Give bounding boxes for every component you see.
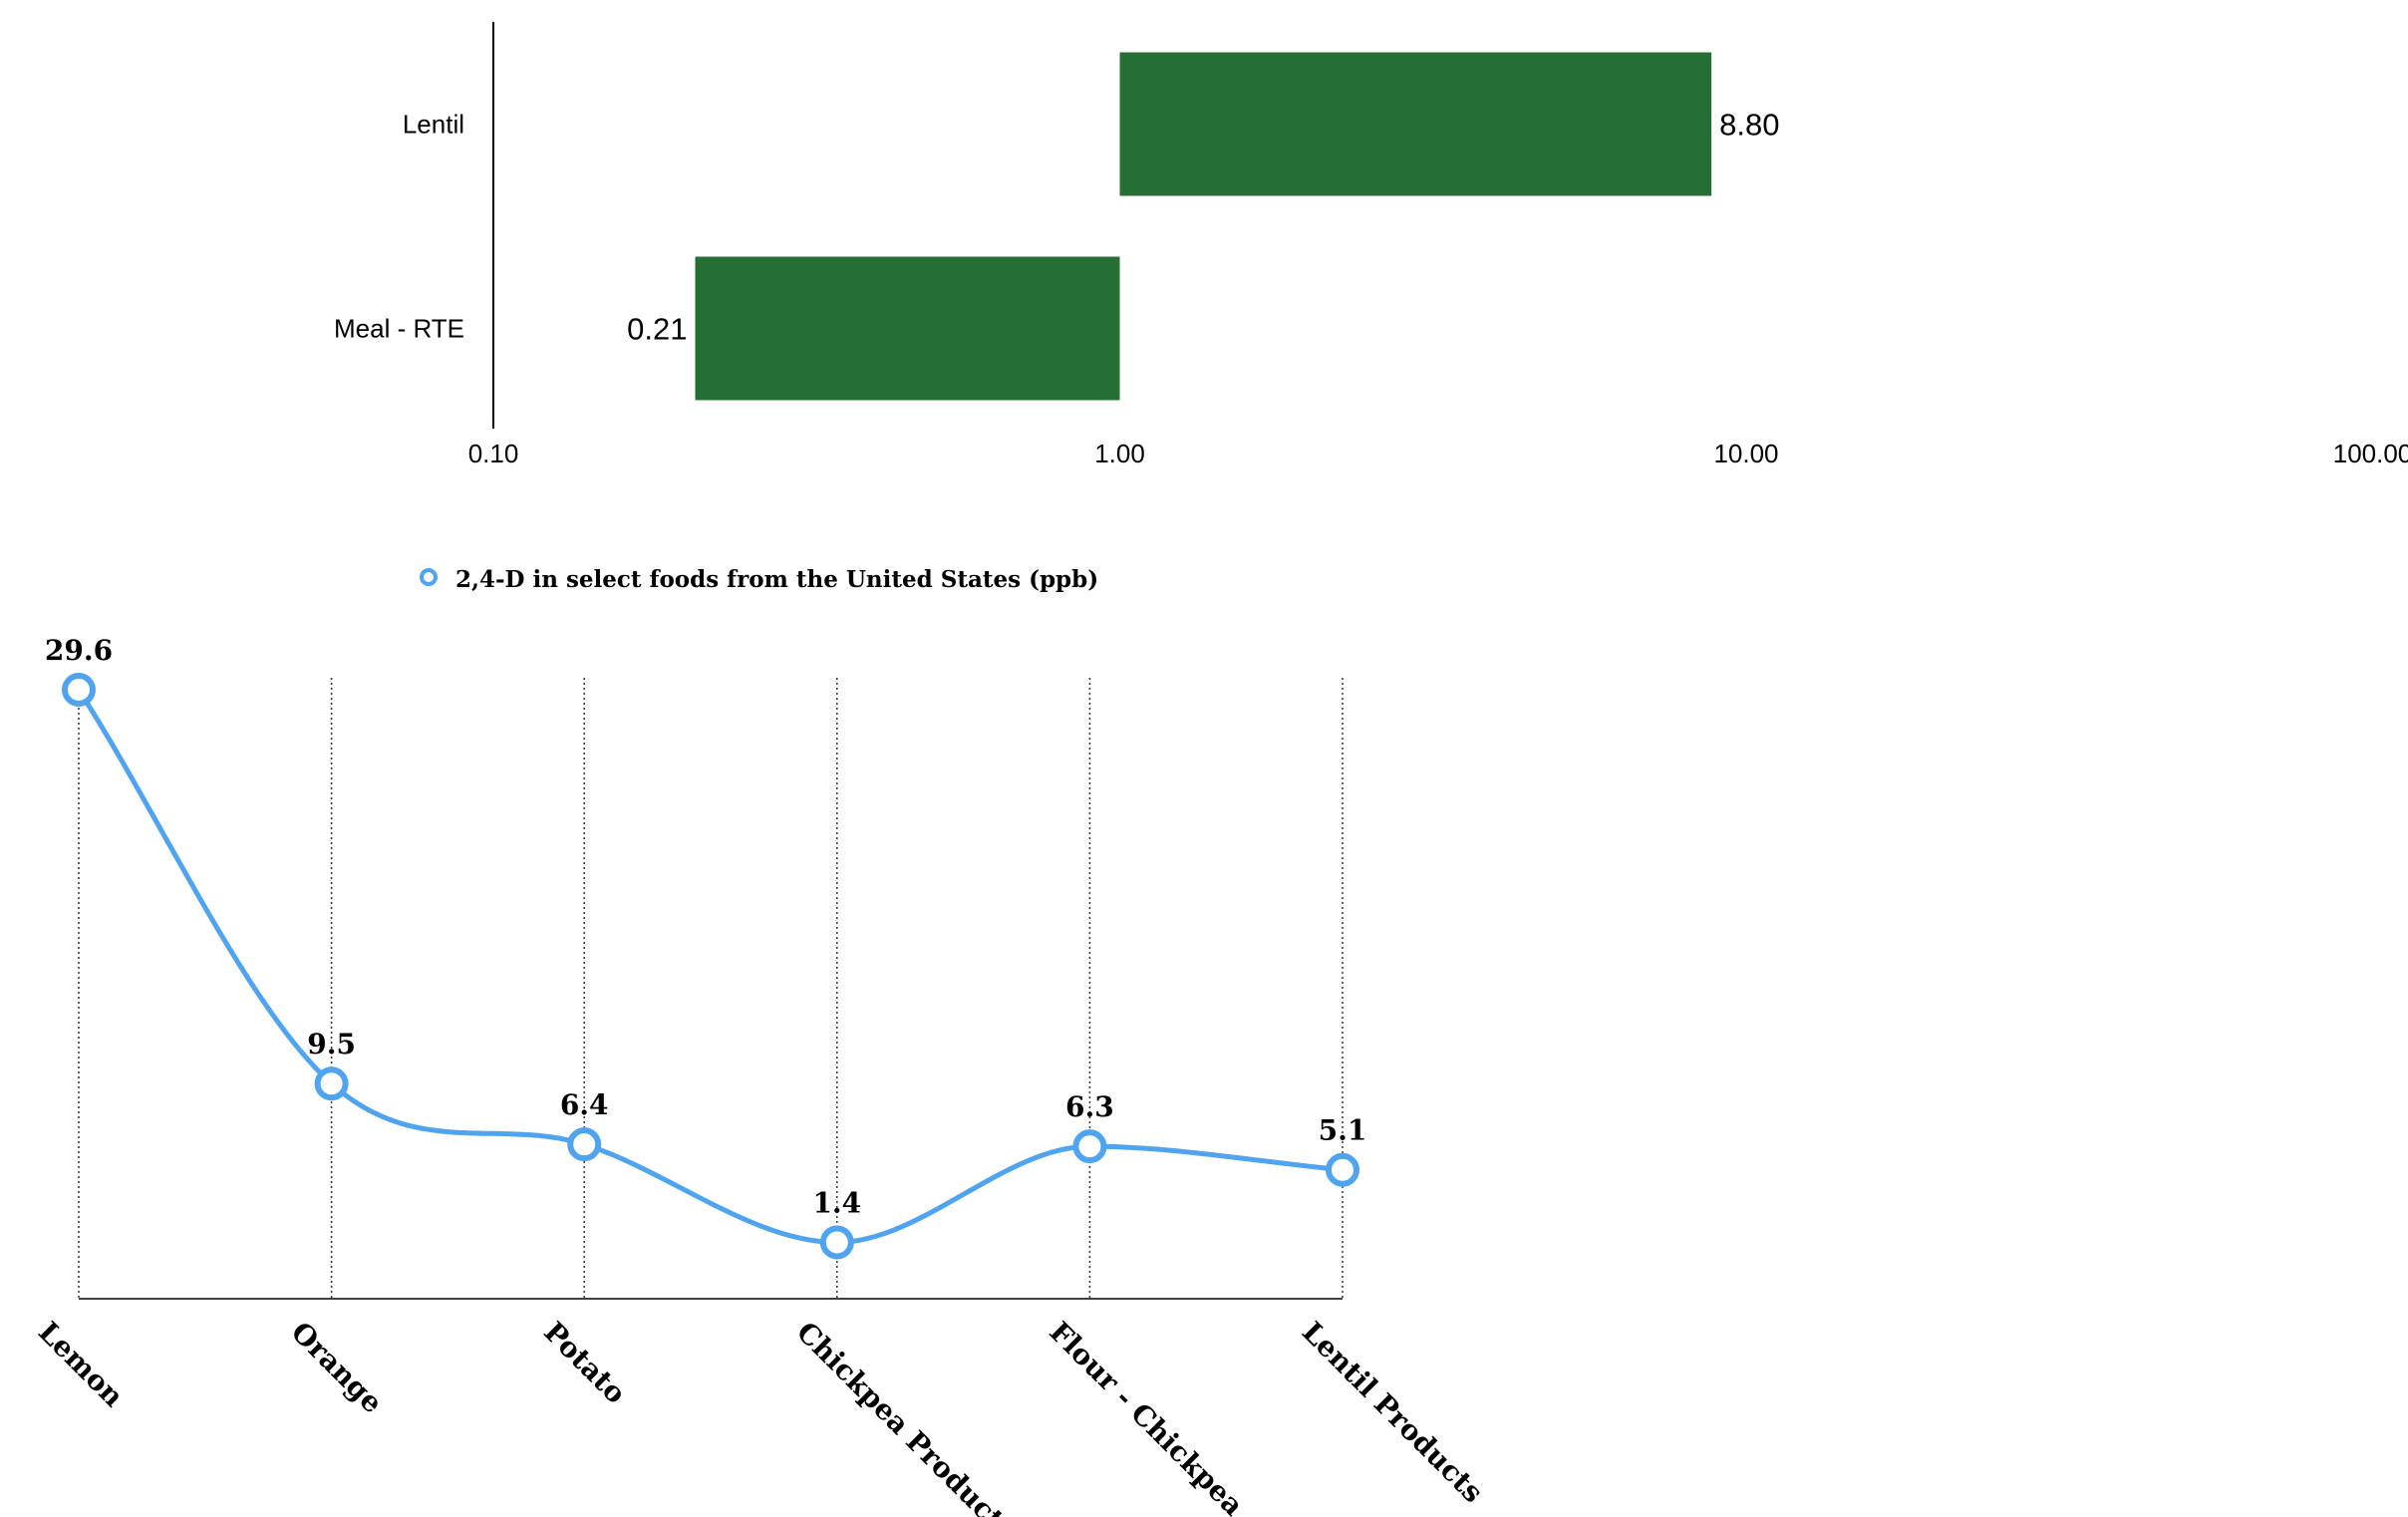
data-label: 29.6 <box>45 634 113 667</box>
x-tick-label: 1.00 <box>1094 439 1145 468</box>
bar <box>695 256 1120 401</box>
data-label: 0.21 <box>627 312 687 347</box>
bar-chart: Lentil 8.80 Meal - RTE 0.21 0.10 1.00 10.00 100… <box>334 22 2408 468</box>
data-label: 6.4 <box>560 1088 609 1121</box>
data-label: 5.1 <box>1319 1114 1367 1147</box>
x-tick-label: Chickpea Products <box>790 1316 1022 1517</box>
series-line <box>76 688 1344 1245</box>
data-label: 1.4 <box>812 1186 861 1219</box>
data-point <box>1326 1152 1359 1187</box>
x-tick-label: Potato <box>537 1316 632 1410</box>
data-label: 9.5 <box>307 1028 356 1061</box>
line-chart: 2,4-D in select foods from the United St… <box>32 566 1489 1517</box>
data-point <box>819 1225 854 1260</box>
data-point <box>314 1066 349 1101</box>
legend-label: 2,4-D in select foods from the United St… <box>455 566 1098 593</box>
legend-marker <box>420 568 438 586</box>
data-point <box>62 673 96 707</box>
x-tick-label: Flour - Chickpea <box>1043 1316 1250 1517</box>
x-tick-label: Orange <box>285 1316 390 1420</box>
category-label: Meal - RTE <box>334 314 464 344</box>
data-point <box>1072 1129 1107 1164</box>
data-label: 8.80 <box>1719 108 1779 143</box>
bar <box>1119 52 1712 196</box>
x-tick-label: 10.00 <box>1713 439 1778 468</box>
x-tick-label: Lentil Products <box>1296 1316 1489 1509</box>
data-label: 6.3 <box>1065 1090 1114 1123</box>
x-tick-label: Lemon <box>32 1316 130 1413</box>
x-tick-label: 100.00 <box>2333 439 2408 468</box>
category-label: Lentil <box>403 110 464 140</box>
x-tick-label: 0.10 <box>468 439 519 468</box>
data-point <box>567 1127 602 1162</box>
